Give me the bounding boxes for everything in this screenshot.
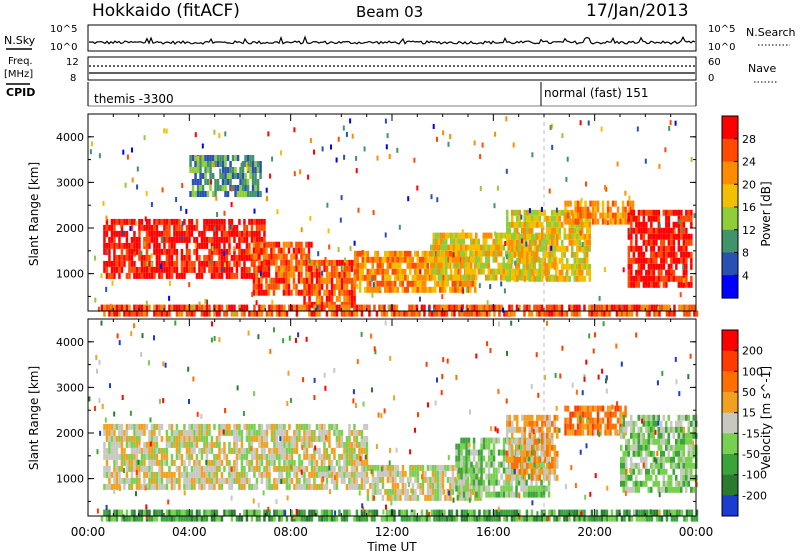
time-axis-label: Time UT <box>366 540 417 554</box>
colorbar-swatch <box>722 184 738 208</box>
y-tick-label: 2000 <box>56 222 84 235</box>
scatter-outliers <box>88 320 698 521</box>
cpid-segment-2: normal (fast) 151 <box>544 86 648 100</box>
nsky-panel: N.Sky 10^5 10^0 10^5 10^0 N.Search <box>4 24 796 53</box>
colorbar-swatch <box>722 412 738 434</box>
nsearch-tick-top: 10^5 <box>708 24 735 35</box>
scatter-region-1 <box>103 423 369 490</box>
power-ylabel: Slant Range [km] <box>27 162 41 266</box>
scatter-region-7 <box>564 200 635 225</box>
freq-unit: [MHz] <box>4 69 33 80</box>
colorbar-swatch <box>722 116 738 140</box>
velocity-heatmap-panel: 1000 2000 3000 4000 <box>56 318 699 522</box>
date-label: 17/Jan/2013 <box>586 1 689 21</box>
nsky-tick-bottom: 10^0 <box>50 42 77 53</box>
colorbar-tick-label: 15 <box>742 407 756 420</box>
y-tick-label: 3000 <box>56 381 84 394</box>
colorbar-swatch <box>722 330 738 352</box>
nsearch-label: N.Search <box>746 26 796 39</box>
colorbar-swatch <box>722 495 738 517</box>
time-tick-label: 00:00 <box>71 525 106 539</box>
y-tick-label: 1000 <box>56 268 84 281</box>
freq-tick-bottom: 8 <box>70 73 76 84</box>
colorbar-swatch <box>722 474 738 496</box>
nave-tick-bottom: 0 <box>708 73 714 84</box>
colorbar-tick-label: 24 <box>742 156 756 169</box>
scatter-region-10 <box>100 304 699 317</box>
power-colorbar-label: Power [dB] <box>759 181 773 246</box>
colorbar-swatch <box>722 454 738 476</box>
colorbar-swatch <box>722 207 738 231</box>
scatter-outliers <box>89 116 696 316</box>
colorbar-tick-label: -15 <box>742 427 760 440</box>
velocity-colorbar: 200 100 50 15 -15 -50 -100 -200 <box>721 329 767 517</box>
y-tick-label: 4000 <box>56 131 84 144</box>
colorbar-tick-label: 8 <box>742 247 749 260</box>
y-tick-label: 2000 <box>56 427 84 440</box>
scatter-region-1 <box>103 218 266 279</box>
station-title: Hokkaido (fitACF) <box>92 1 240 21</box>
beam-label: Beam 03 <box>356 3 423 21</box>
time-tick-label: 16:00 <box>476 525 511 539</box>
colorbar-swatch <box>722 392 738 414</box>
y-tick-label: 4000 <box>56 336 84 349</box>
colorbar-tick-label: -200 <box>742 489 767 502</box>
nave-label: Nave <box>748 62 776 75</box>
colorbar-tick-label: 4 <box>742 269 749 282</box>
cpid-panel: CPID themis -3300 normal (fast) 151 <box>6 82 697 107</box>
nsky-label: N.Sky <box>4 34 36 47</box>
freq-label: Freq. <box>8 56 33 67</box>
freq-tick-top: 12 <box>66 57 79 68</box>
colorbar-tick-label: 100 <box>742 365 763 378</box>
scatter-region-5 <box>564 405 627 436</box>
colorbar-swatch <box>722 371 738 393</box>
colorbar-tick-label: 20 <box>742 178 756 191</box>
colorbar-swatch <box>722 275 738 299</box>
cpid-label: CPID <box>6 86 35 99</box>
colorbar-tick-label: -50 <box>742 448 760 461</box>
colorbar-tick-label: -100 <box>742 469 767 482</box>
colorbar-swatch <box>722 350 738 372</box>
power-colorbar: 4 8 12 16 20 24 28 <box>721 115 756 299</box>
nsky-tick-top: 10^5 <box>50 24 77 35</box>
colorbar-tick-label: 200 <box>742 345 763 358</box>
velocity-ylabel: Slant Range [km] <box>27 366 41 470</box>
scatter-region-8 <box>627 209 693 288</box>
power-heatmap-panel: 1000 2000 3000 4000 <box>56 113 699 317</box>
velocity-colorbar-label: Velocity [m s^-1] <box>759 366 773 470</box>
time-tick-label: 08:00 <box>273 525 308 539</box>
nave-tick-top: 60 <box>708 57 721 68</box>
colorbar-tick-label: 16 <box>742 201 756 214</box>
cpid-segment-1: themis -3300 <box>94 92 174 106</box>
time-axis: 00:00 04:00 08:00 12:00 16:00 20:00 00:00 <box>71 525 714 539</box>
colorbar-tick-label: 50 <box>742 386 756 399</box>
time-tick-label: 12:00 <box>375 525 410 539</box>
time-tick-label: 00:00 <box>679 525 714 539</box>
time-tick-label: 20:00 <box>577 525 612 539</box>
colorbar-swatch <box>722 433 738 455</box>
nsky-trace <box>88 35 696 45</box>
colorbar-swatch <box>722 229 738 254</box>
colorbar-swatch <box>722 252 738 276</box>
colorbar-tick-label: 12 <box>742 224 756 237</box>
y-tick-label: 3000 <box>56 176 84 189</box>
freq-panel: Freq. [MHz] 12 8 60 0 Nave <box>4 56 778 84</box>
colorbar-swatch <box>722 161 738 185</box>
nsearch-tick-bottom: 10^0 <box>708 42 735 53</box>
colorbar-swatch <box>722 138 738 163</box>
time-tick-label: 04:00 <box>172 525 207 539</box>
y-tick-label: 1000 <box>56 473 84 486</box>
colorbar-tick-label: 28 <box>742 133 756 146</box>
